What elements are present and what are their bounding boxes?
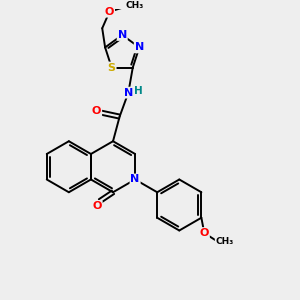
Text: H: H <box>134 86 143 96</box>
Text: O: O <box>105 7 114 17</box>
Text: N: N <box>130 175 140 184</box>
Text: N: N <box>135 42 144 52</box>
Text: O: O <box>200 228 209 238</box>
Text: CH₃: CH₃ <box>125 1 143 10</box>
Text: N: N <box>124 88 133 98</box>
Text: O: O <box>92 201 102 211</box>
Text: S: S <box>108 62 116 73</box>
Text: O: O <box>92 106 101 116</box>
Text: CH₃: CH₃ <box>216 238 234 247</box>
Text: N: N <box>118 30 127 40</box>
